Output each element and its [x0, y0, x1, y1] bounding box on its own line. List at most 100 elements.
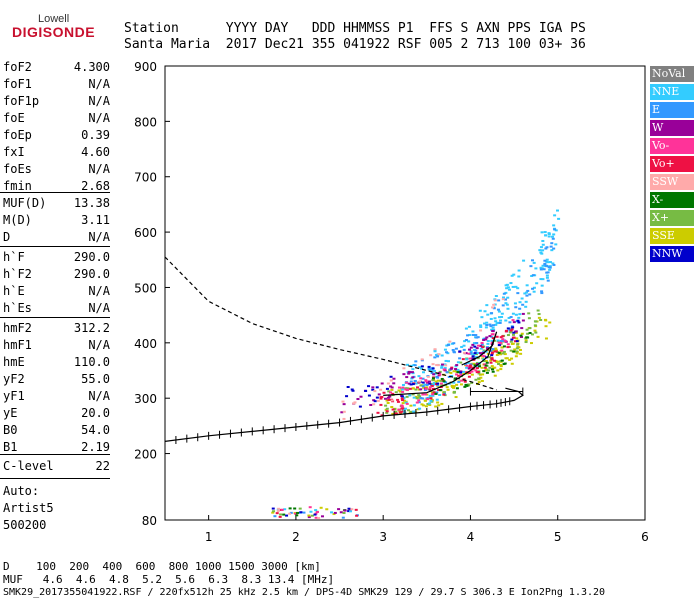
trace-pixel-low [330, 511, 334, 514]
trace-pixel-nnw [409, 383, 413, 386]
param-label: B0 [3, 423, 18, 437]
trace-pixel-e [428, 368, 432, 371]
trace-pixel-vo [450, 366, 454, 369]
trace-pixel-e [436, 376, 440, 379]
trace-pixel-nne [496, 339, 500, 342]
trace-pixel-e [433, 356, 437, 359]
trace-pixel-x [482, 349, 486, 352]
trace-pixel-e [435, 391, 439, 394]
trace-pixel-nne [493, 317, 497, 320]
y-tick-label: 900 [134, 60, 157, 74]
plot-frame [164, 65, 646, 521]
auto-line: 500200 [3, 518, 47, 532]
x-tick-label: 6 [641, 530, 649, 544]
trace-pixel-nnw [497, 344, 501, 347]
trace-pixel-w [340, 411, 344, 414]
trace-pixel-vo [404, 388, 408, 391]
param-value: 22 [95, 459, 110, 473]
trace-pixel-x [482, 360, 486, 363]
trace-pixel-low [307, 514, 311, 517]
trace-pixel-nne [535, 282, 539, 285]
trace-pixel-nnw [367, 394, 371, 397]
trace-pixel-e [488, 323, 492, 326]
trace-pixel-w [392, 382, 396, 385]
trace-pixel-vo [457, 374, 461, 377]
trace-pixel-e [502, 292, 506, 295]
trace-pixel-e [546, 279, 550, 282]
trace-pixel-w [390, 386, 394, 389]
trace-pixel-sse [479, 355, 483, 358]
trace-pixel-nne [477, 351, 481, 354]
trace-pixel-nne [417, 375, 421, 378]
x-tick-label: 1 [205, 530, 213, 544]
trace-pixel-e [421, 385, 425, 388]
trace-pixel-nne [462, 370, 466, 373]
trace-pixel-nne [504, 302, 508, 305]
trace-pixel-e [413, 364, 417, 367]
trace-pixel-nnw [516, 319, 520, 322]
header-labels: Station YYYY DAY DDD HHMMSS P1 FFS S AXN… [124, 21, 586, 36]
trace-pixel-vo [461, 358, 465, 361]
legend: NoVal NNE E W Vo- Vo+ SSW X- X+ SSE NNW [650, 66, 694, 264]
trace-pixel-nne [471, 330, 475, 333]
trace-pixel-nne [538, 249, 542, 252]
trace-pixel-nne [486, 313, 490, 316]
trace-pixel-nne [472, 342, 476, 345]
trace-pixel-x [502, 345, 506, 348]
trace-pixel-x [405, 395, 409, 398]
param-value: N/A [88, 94, 110, 108]
trace-pixel-x [442, 391, 446, 394]
trace-pixel-nne [480, 316, 484, 319]
trace-pixel-x [438, 389, 442, 392]
trace-pixel-nne [504, 319, 508, 322]
trace-pixel-nne [465, 366, 469, 369]
trace-pixel-nne [443, 367, 447, 370]
param-value: N/A [88, 230, 110, 244]
trace-pixel-nnw [512, 331, 516, 334]
trace-pixel-nne [484, 350, 488, 353]
trace-pixel-x [417, 394, 421, 397]
trace-pixel-sse [402, 399, 406, 402]
trace-pixel-nne [552, 233, 556, 236]
legend-item-vo: Vo+ [650, 156, 694, 172]
y-tick-label: 80 [142, 514, 157, 528]
trace-pixel-sse [503, 353, 507, 356]
trace-pixel-nne [507, 316, 511, 319]
trace-pixel-x [419, 384, 423, 387]
trace-pixel-nne [506, 296, 510, 299]
param-value: N/A [88, 301, 110, 315]
trace-pixel-nne [432, 382, 436, 385]
y-tick-label: 600 [134, 226, 157, 240]
trace-pixel-sse [434, 405, 438, 408]
trace-pixel-e [413, 379, 417, 382]
trace-pixel-vo [501, 335, 505, 338]
trace-pixel-nne [550, 249, 554, 252]
param-value: 290.0 [73, 250, 110, 264]
trace-pixel-low [280, 508, 284, 511]
trace-pixel-nne [494, 295, 498, 298]
trace-pixel-vo [499, 336, 503, 339]
trace-pixel-sse [513, 348, 517, 351]
trace-pixel-w [426, 381, 430, 384]
trace-pixel-e [499, 340, 503, 343]
params-group2: MUF(D) 13.38 M(D) 3.11 D N/A [0, 195, 110, 246]
trace-pixel-w [407, 372, 411, 375]
trace-pixel-vo [512, 336, 516, 339]
trace-pixel-nne [509, 282, 513, 285]
trace-pixel-vo [509, 329, 513, 332]
trace-pixel-nne [411, 368, 415, 371]
trace-pixel-w [475, 362, 479, 365]
trace-pixel-vo [506, 346, 510, 349]
trace-pixel-sse [446, 388, 450, 391]
trace-pixel-w [479, 344, 483, 347]
trace-pixel-nne [541, 264, 545, 267]
trace-pixel-vo [419, 377, 423, 380]
logo-lowell: Lowell [38, 13, 70, 25]
trace-pixel-nne [428, 394, 432, 397]
trace-pixel-w [454, 368, 458, 371]
trace-pixel-nne [440, 354, 444, 357]
trace-pixel-ssw [493, 299, 497, 302]
trace-pixel-nne [431, 394, 435, 397]
trace-pixel-vo [490, 352, 494, 355]
trace-pixel-nne [400, 388, 404, 391]
